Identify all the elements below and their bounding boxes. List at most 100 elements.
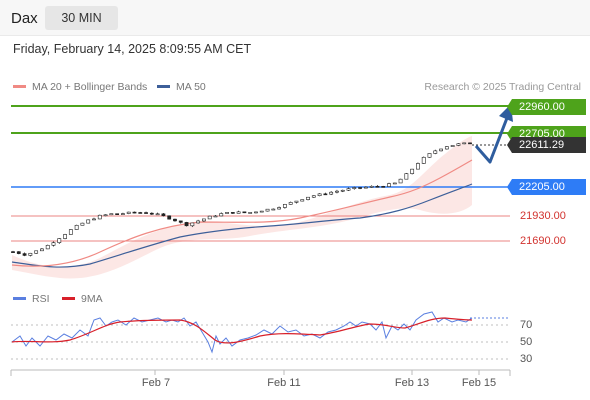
candle-body bbox=[167, 215, 172, 220]
candle-body bbox=[11, 251, 15, 253]
rsi-tick-50: 50 bbox=[520, 336, 533, 348]
candle-body bbox=[28, 252, 33, 256]
candle-body bbox=[288, 202, 293, 205]
x-label-feb11: Feb 11 bbox=[267, 377, 301, 389]
legend-ma9: 9MA bbox=[62, 293, 103, 305]
candle-body bbox=[277, 207, 282, 210]
candle-body bbox=[294, 200, 299, 203]
legend-ma9-label: 9MA bbox=[81, 293, 103, 305]
candle-body bbox=[468, 142, 472, 145]
candle-body bbox=[74, 224, 79, 230]
ma9-line bbox=[11, 317, 473, 344]
candle-body bbox=[462, 142, 467, 145]
support-1-label: 21930.00 bbox=[520, 210, 566, 222]
chart-timestamp: Friday, February 14, 2025 8:09:55 AM CET bbox=[13, 42, 252, 56]
candle-body bbox=[16, 251, 21, 254]
legend-ma50: MA 50 bbox=[157, 81, 206, 93]
candle-body bbox=[317, 193, 322, 197]
candle-body bbox=[375, 185, 380, 188]
resistance-2-label: 22960.00 bbox=[507, 99, 586, 115]
candle-body bbox=[450, 145, 455, 147]
candle-body bbox=[282, 204, 287, 208]
candle-body bbox=[40, 248, 44, 252]
candle-body bbox=[161, 213, 166, 217]
candle-body bbox=[132, 211, 137, 214]
support-2-label: 21690.00 bbox=[520, 235, 566, 247]
candle-body bbox=[340, 189, 345, 192]
candle-body bbox=[213, 215, 218, 218]
candle-body bbox=[149, 212, 154, 215]
candle-body bbox=[433, 150, 438, 154]
candle-body bbox=[404, 173, 409, 180]
pivot-label: 22205.00 bbox=[507, 179, 586, 195]
candle-body bbox=[456, 143, 461, 146]
x-label-feb7: Feb 7 bbox=[141, 377, 171, 389]
top-toolbar: Dax 30 MIN bbox=[0, 0, 590, 36]
rsi-tick-30: 30 bbox=[520, 353, 533, 365]
ma20-line bbox=[11, 159, 473, 267]
candle-body bbox=[80, 222, 85, 226]
candle-body bbox=[144, 212, 148, 214]
candle-body bbox=[138, 212, 143, 214]
candle-body bbox=[265, 208, 270, 212]
candlesticks bbox=[11, 142, 472, 257]
candle-body bbox=[335, 190, 339, 193]
rsi-swatch bbox=[13, 296, 26, 300]
candle-body bbox=[57, 238, 62, 243]
candle-body bbox=[259, 210, 264, 213]
candle-body bbox=[230, 212, 235, 214]
candle-body bbox=[68, 229, 73, 235]
candle-body bbox=[306, 196, 310, 200]
x-label-feb15: Feb 15 bbox=[461, 377, 497, 389]
candle-body bbox=[225, 212, 229, 214]
legend-ma20-label: MA 20 + Bollinger Bands bbox=[32, 81, 148, 93]
rsi-tick-70: 70 bbox=[520, 319, 533, 331]
candle-body bbox=[109, 213, 114, 216]
research-credit: Research © 2025 Trading Central bbox=[424, 81, 581, 93]
candle-body bbox=[236, 211, 241, 214]
timeframe-button[interactable]: 30 MIN bbox=[45, 6, 118, 30]
candle-body bbox=[346, 188, 351, 191]
bollinger-band bbox=[12, 136, 472, 279]
candle-body bbox=[22, 253, 27, 256]
candle-body bbox=[86, 219, 91, 224]
candle-body bbox=[271, 208, 276, 211]
candle-body bbox=[439, 148, 443, 152]
ma50-swatch bbox=[157, 84, 170, 88]
candle-body bbox=[300, 199, 305, 202]
rsi-line bbox=[11, 311, 473, 354]
candle-body bbox=[387, 183, 391, 187]
candle-body bbox=[242, 211, 247, 214]
candle-body bbox=[254, 211, 258, 214]
candle-body bbox=[416, 163, 420, 170]
candle-body bbox=[34, 250, 39, 254]
candle-body bbox=[103, 214, 108, 217]
legend-ma20: MA 20 + Bollinger Bands bbox=[13, 81, 147, 93]
candle-body bbox=[97, 214, 102, 220]
legend-rsi: RSI bbox=[13, 293, 50, 305]
candle-body bbox=[427, 153, 432, 158]
candle-body bbox=[201, 218, 206, 222]
candle-body bbox=[207, 215, 212, 220]
candle-body bbox=[92, 218, 96, 221]
candle-body bbox=[115, 213, 120, 215]
candle-body bbox=[184, 222, 189, 227]
ma20-swatch bbox=[13, 84, 26, 88]
candle-body bbox=[398, 178, 403, 184]
candle-body bbox=[126, 211, 131, 214]
candle-body bbox=[155, 213, 160, 216]
candle-body bbox=[444, 146, 449, 150]
candle-body bbox=[51, 242, 56, 246]
projection-arrow bbox=[474, 117, 509, 164]
candle-body bbox=[121, 213, 125, 215]
x-label-feb13: Feb 13 bbox=[394, 377, 430, 389]
ma50-line bbox=[11, 183, 473, 268]
candle-body bbox=[45, 244, 50, 250]
symbol-name: Dax bbox=[11, 10, 38, 27]
legend-ma50-label: MA 50 bbox=[176, 81, 206, 93]
candle-body bbox=[329, 191, 334, 195]
candle-body bbox=[369, 185, 374, 188]
candle-body bbox=[410, 168, 415, 174]
candle-body bbox=[178, 220, 183, 223]
